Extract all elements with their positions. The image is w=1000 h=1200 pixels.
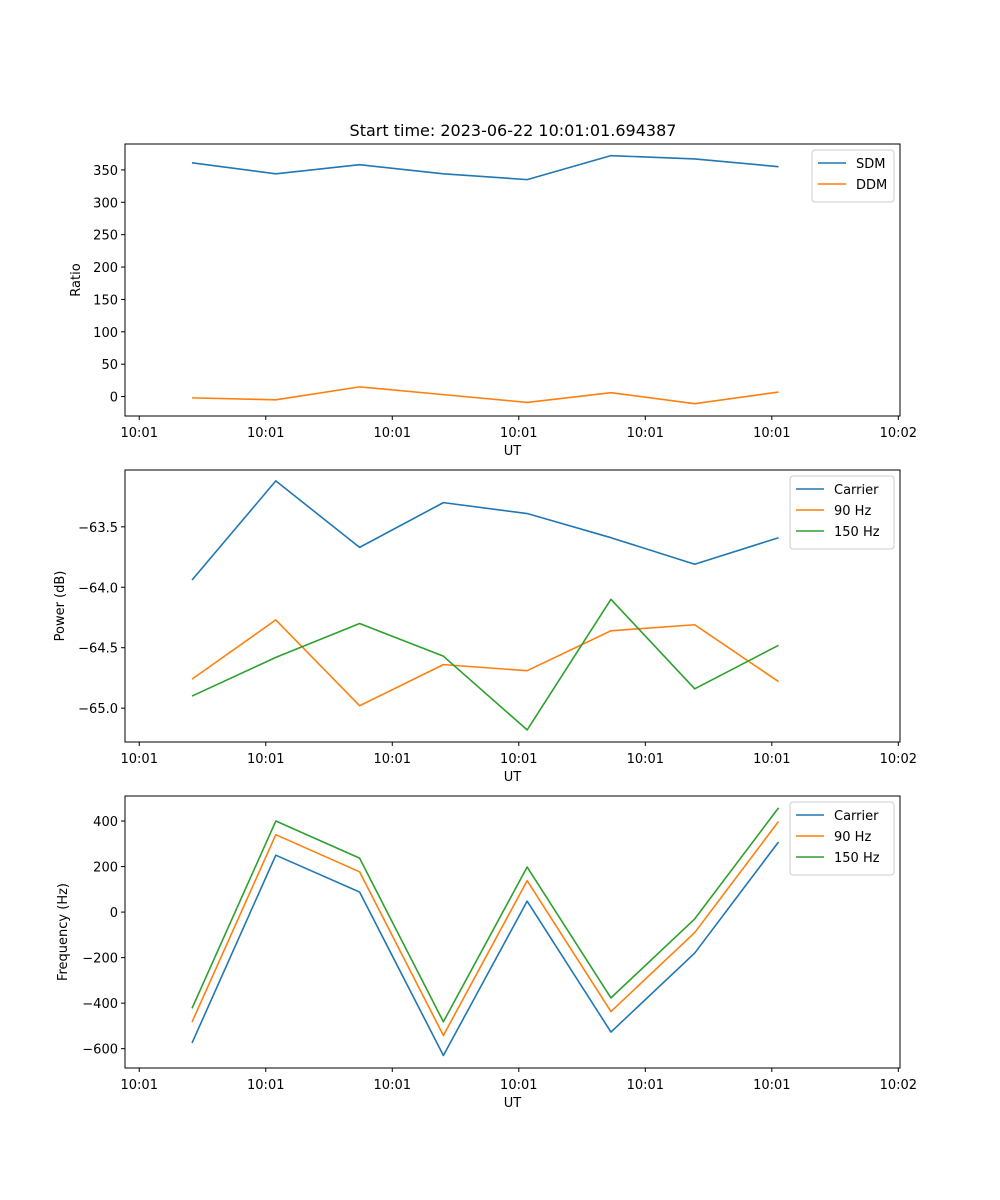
x-tick-label: 10:01 [500,752,537,767]
x-tick-label: 10:01 [753,752,790,767]
series-line-2-2 [191,619,779,707]
series-line-3-3 [191,807,780,1023]
series-line-3-1 [191,841,780,1057]
legend: Carrier 90 Hz 150 Hz [789,475,895,550]
axes-frame [124,469,901,743]
y-tick-label: 200 [93,861,118,876]
y-tick-label: 200 [93,261,118,276]
legend-label: 150 Hz [834,525,880,540]
x-tick-label: 10:01 [500,426,537,441]
y-tick-label: 0 [110,906,118,921]
x-tick-label: 10:01 [753,1078,790,1093]
charts-group: 10:01 10:01 10:01 10:01 10:01 10:01 10:02 0 50 10… [53,143,917,1111]
x-tick-label: 10:01 [247,752,284,767]
chart-panel-3: 10:01 10:01 10:01 10:01 10:01 10:01 10:02 −600 −… [56,795,917,1111]
x-tick-label: 10:01 [753,426,790,441]
axes-frame [124,143,901,417]
y-tick-label: −200 [82,952,118,967]
x-tick-label: 10:01 [121,1078,158,1093]
series-line-1-2 [192,386,779,405]
series-line-2-3 [191,598,779,731]
figure-title: Start time: 2023-06-22 10:01:01.694387 [350,121,677,140]
y-tick-label: −65.0 [78,702,118,717]
y-tick-label: 0 [110,391,118,406]
x-tick-label: 10:01 [500,1078,537,1093]
legend-label: 150 Hz [834,851,880,866]
x-axis-label: UT [504,1096,522,1111]
x-axis-label: UT [504,770,522,785]
legend-label: 90 Hz [834,504,871,519]
series-line-2-1 [191,480,779,581]
y-tick-label: 350 [93,164,118,179]
y-tick-label: 400 [93,815,118,830]
y-axis-label: Frequency (Hz) [56,883,71,981]
chart-panel-1: 10:01 10:01 10:01 10:01 10:01 10:01 10:02 0 50 10… [69,143,917,459]
y-tick-label: 300 [93,196,118,211]
x-tick-label: 10:01 [627,752,664,767]
y-tick-label: 100 [93,326,118,341]
chart-panel-2: 10:01 10:01 10:01 10:01 10:01 10:01 10:02 −65.0… [53,469,917,785]
legend: SDM DDM [811,149,895,203]
axes-frame [124,795,901,1069]
x-tick-label: 10:02 [880,426,917,441]
y-tick-label: −400 [82,997,118,1012]
x-tick-label: 10:01 [627,426,664,441]
y-tick-label: 50 [101,358,118,373]
y-tick-label: −64.5 [78,642,118,657]
y-tick-label: 250 [93,229,118,244]
y-tick-label: 150 [93,293,118,308]
legend-label: Carrier [834,809,879,824]
x-tick-label: 10:01 [374,426,411,441]
x-tick-label: 10:01 [247,426,284,441]
x-tick-label: 10:02 [880,752,917,767]
y-axis-label: Power (dB) [53,571,68,642]
x-tick-label: 10:02 [880,1078,917,1093]
legend-label: SDM [856,157,885,172]
x-tick-label: 10:01 [121,752,158,767]
legend: Carrier 90 Hz 150 Hz [789,801,895,876]
legend-label: 90 Hz [834,830,871,845]
legend-label: DDM [856,178,887,193]
y-tick-label: −600 [82,1043,118,1058]
series-line-3-2 [191,821,780,1037]
x-tick-label: 10:01 [247,1078,284,1093]
series-line-1-1 [191,154,779,181]
y-tick-label: −64.0 [78,581,118,596]
x-tick-label: 10:01 [374,1078,411,1093]
x-tick-label: 10:01 [374,752,411,767]
y-axis-label: Ratio [69,263,84,296]
legend-label: Carrier [834,483,879,498]
y-tick-label: −63.5 [78,521,118,536]
x-axis-label: UT [504,444,522,459]
x-tick-label: 10:01 [121,426,158,441]
x-tick-label: 10:01 [627,1078,664,1093]
